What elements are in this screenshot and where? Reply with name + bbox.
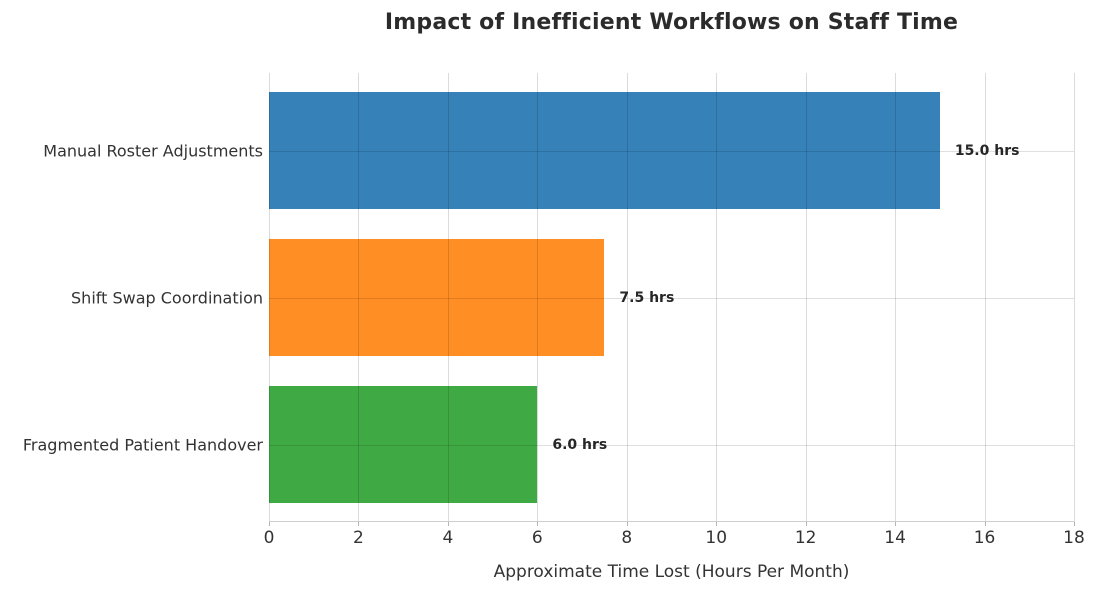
- x-tick-label: 18: [1063, 528, 1085, 548]
- bar-manual-roster-adjustments: [269, 92, 940, 209]
- gridline-x-14: [895, 73, 897, 522]
- bar-fragmented-patient-handover: [269, 386, 538, 503]
- gridline-x-18: [1074, 73, 1075, 522]
- chart-title: Impact of Inefficient Workflows on Staff…: [384, 10, 959, 35]
- gridline-x-6: [537, 73, 539, 522]
- y-tick-label: Fragmented Patient Handover: [22, 435, 263, 454]
- x-tick-label: 16: [973, 528, 996, 548]
- gridline-y-fragmented-patient-handover: [269, 444, 1074, 446]
- gridline-x-12: [805, 73, 807, 522]
- gridline-y-shift-swap-coordination: [269, 297, 1074, 299]
- x-tick-label: 8: [621, 528, 633, 548]
- gridline-x-16: [984, 73, 986, 522]
- x-tick-label: 2: [353, 528, 364, 548]
- gridline-x-8: [626, 73, 628, 522]
- bar-value-label: 15.0 hrs: [954, 142, 1020, 159]
- y-tick-label: Manual Roster Adjustments: [43, 141, 263, 160]
- plot-area: 15.0 hrs 7.5 hrs 6.0 hrs: [269, 73, 1075, 522]
- y-tick-label: Shift Swap Coordination: [71, 288, 263, 307]
- gridline-x-0: [269, 73, 270, 522]
- x-tick-label: 14: [884, 528, 906, 548]
- gridline-x-4: [447, 73, 449, 522]
- x-axis-spine: [269, 521, 1074, 522]
- x-tick-mark: [447, 522, 449, 526]
- x-tick-mark: [895, 522, 897, 526]
- x-tick-mark: [626, 522, 628, 526]
- x-tick-mark: [716, 522, 718, 526]
- x-tick-label: 6: [531, 528, 543, 548]
- x-tick-mark: [984, 522, 986, 526]
- gridline-x-2: [358, 73, 360, 522]
- gridline-y-manual-roster-adjustments: [269, 150, 1074, 152]
- bar-value-label: 6.0 hrs: [552, 436, 608, 453]
- x-axis-label: Approximate Time Lost (Hours Per Month): [493, 562, 850, 582]
- bar-value-label: 7.5 hrs: [619, 289, 675, 306]
- x-tick-mark: [358, 522, 360, 526]
- x-tick-mark: [1074, 522, 1075, 526]
- x-tick-mark: [537, 522, 539, 526]
- x-tick-mark: [269, 522, 270, 526]
- bar-shift-swap-coordination: [269, 239, 605, 356]
- x-tick-label: 12: [794, 528, 817, 548]
- x-tick-mark: [805, 522, 807, 526]
- x-tick-label: 0: [263, 528, 275, 548]
- x-tick-label: 4: [442, 528, 454, 548]
- gridline-x-10: [716, 73, 718, 522]
- x-tick-label: 10: [705, 528, 728, 548]
